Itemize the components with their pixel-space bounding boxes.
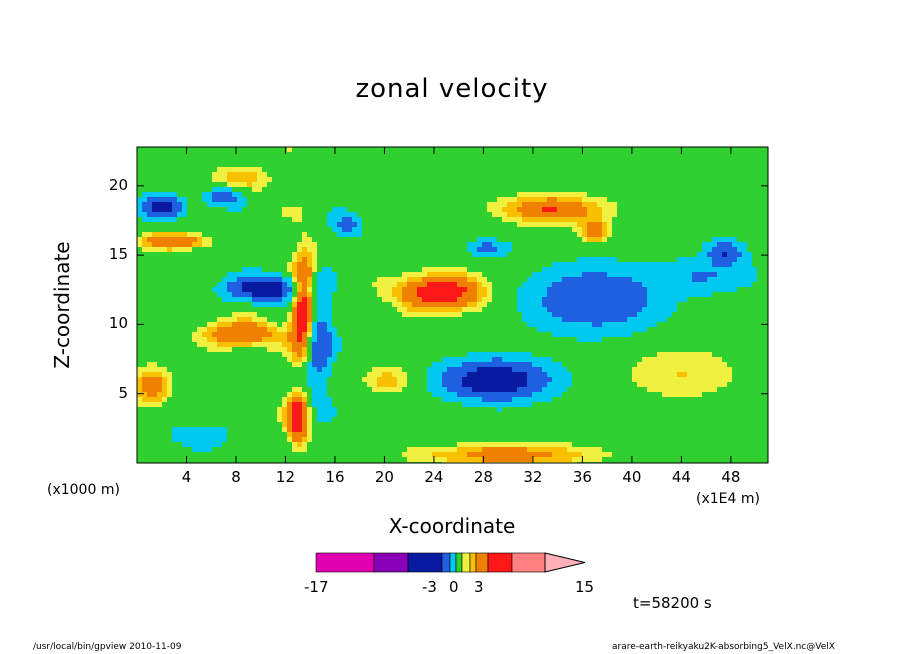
colorbar-segment (373, 552, 409, 573)
x-tick-label: 24 (424, 468, 444, 486)
x-tick-label: 44 (671, 468, 691, 486)
colorbar-segment (469, 552, 477, 573)
x-scale-label: (x1E4 m) (696, 491, 760, 507)
colorbar-segment (544, 552, 586, 573)
colorbar-segment (511, 552, 546, 573)
time-label: t=58200 s (633, 594, 712, 612)
colorbar-segment (441, 552, 451, 573)
x-tick-label: 40 (622, 468, 642, 486)
x-tick-label: 8 (231, 468, 241, 486)
colorbar-label: 3 (474, 578, 484, 596)
x-tick-label: 12 (275, 468, 296, 486)
colorbar-segment (461, 552, 471, 573)
x-tick-label: 48 (721, 468, 741, 486)
x-tick-label: 20 (374, 468, 394, 486)
colorbar-segment (449, 552, 457, 573)
y-tick-label: 15 (108, 245, 128, 264)
colorbar-segment (407, 552, 443, 573)
chart-title: zonal velocity (355, 74, 549, 104)
axis-ticks (137, 147, 768, 463)
colorbar-segment (455, 552, 463, 573)
y-tick-label: 10 (108, 314, 128, 333)
x-tick-label: 4 (181, 468, 192, 486)
x-tick-label: 28 (473, 468, 493, 486)
colorbar-segment (475, 552, 489, 573)
colorbar-label: -3 (422, 578, 437, 596)
colorbar-segment (315, 552, 375, 573)
contour-field (137, 147, 768, 463)
colorbar-label: -17 (304, 578, 329, 596)
y-tick-label: 5 (118, 383, 128, 402)
y-axis-label: Z-coordinate (50, 241, 74, 369)
colorbar-label: 0 (449, 578, 459, 596)
x-unit-label: (x1000 m) (47, 482, 120, 498)
footer-right: arare-earth-reikyaku2K-absorbing5_VelX.n… (612, 642, 835, 652)
colorbar (315, 552, 586, 573)
x-axis-label: X-coordinate (388, 514, 516, 538)
x-tick-label: 16 (325, 468, 345, 486)
plot-frame (136, 146, 769, 464)
x-tick-label: 32 (523, 468, 543, 486)
colorbar-segment (487, 552, 513, 573)
y-tick-label: 20 (108, 175, 128, 194)
x-tick-label: 36 (572, 468, 592, 486)
colorbar-label: 15 (575, 578, 595, 596)
footer-left: /usr/local/bin/gpview 2010-11-09 (33, 642, 182, 652)
